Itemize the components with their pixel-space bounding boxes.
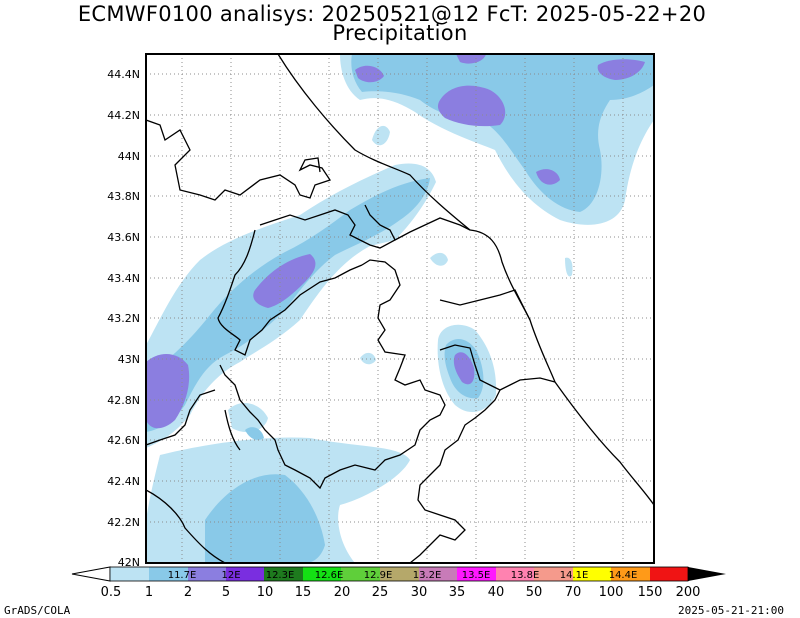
- colorbar-tick-label: 150: [638, 585, 663, 600]
- map-title: ECMWF0100 analisys: 20250521@12 FcT: 202…: [77, 2, 707, 26]
- colorbar-labels: 0.5 1 2 5 10 15 20 25 30 35 40 50 70 100…: [101, 585, 701, 600]
- coastline-borders: [146, 54, 654, 563]
- colorbar-tick-label: 10: [257, 585, 274, 600]
- colorbar-swatch: [573, 567, 611, 581]
- colorbar-swatch: [650, 567, 688, 581]
- colorbar-tick-label: 50: [526, 585, 543, 600]
- colorbar-tick-label: 30: [411, 585, 428, 600]
- precipitation-colorbar: 11.7E 12E 12.3E 12.6E 12.9E 13.2E 13.5E …: [71, 566, 726, 600]
- colorbar-swatch: [149, 567, 188, 581]
- lat-tick-label: 43.4N: [107, 272, 140, 285]
- lat-tick-label: 42N: [118, 556, 140, 569]
- footer-timestamp: 2025-05-21-21:00: [678, 604, 784, 617]
- latitude-axis: 44.4N 44.2N 44N 43.8N 43.6N 43.4N 43.2N …: [107, 68, 140, 569]
- colorbar-swatch: [534, 567, 573, 581]
- lon-tick-label: 12.3E: [266, 570, 295, 581]
- lon-tick-label: 12.9E: [364, 570, 393, 581]
- map-frame: [145, 53, 655, 564]
- lat-tick-label: 42.2N: [107, 516, 140, 529]
- colorbar-tick-label: 200: [676, 585, 701, 600]
- colorbar-tick-label: 25: [372, 585, 389, 600]
- lat-tick-label: 44.2N: [107, 109, 140, 122]
- colorbar-high-arrow: [688, 567, 726, 581]
- lon-tick-label: 14.4E: [609, 570, 638, 581]
- colorbar-tick-label: 2: [184, 585, 192, 600]
- longitude-axis: 11.7E 12E 12.3E 12.6E 12.9E 13.2E 13.5E …: [168, 570, 638, 581]
- colorbar-swatch: [226, 567, 264, 581]
- lat-tick-label: 42.4N: [107, 475, 140, 488]
- map-subtitle: Precipitation: [332, 21, 468, 45]
- colorbar-swatch: [380, 567, 419, 581]
- colorbar-low-arrow: [71, 566, 111, 582]
- colorbar-tick-label: 100: [599, 585, 624, 600]
- colorbar-swatch: [188, 567, 226, 581]
- lat-tick-label: 44N: [118, 150, 140, 163]
- footer-credit: GrADS/COLA: [4, 604, 71, 617]
- colorbar-swatch: [341, 567, 380, 581]
- colorbar-swatch: [496, 567, 534, 581]
- colorbar-tick-label: 35: [449, 585, 466, 600]
- colorbar-swatch: [303, 567, 341, 581]
- lat-tick-label: 43.2N: [107, 312, 140, 325]
- lat-tick-label: 42.6N: [107, 434, 140, 447]
- lon-tick-label: 13.5E: [462, 570, 491, 581]
- colorbar-swatch: [457, 567, 496, 581]
- lon-tick-label: 12.6E: [315, 570, 344, 581]
- lat-tick-label: 43.6N: [107, 231, 140, 244]
- colorbar-tick-label: 15: [295, 585, 312, 600]
- colorbar-swatch: [611, 567, 650, 581]
- colorbar-tick-label: 0.5: [101, 585, 122, 600]
- colorbar-tick-label: 40: [488, 585, 505, 600]
- colorbar-tick-label: 5: [222, 585, 230, 600]
- lat-tick-label: 43N: [118, 353, 140, 366]
- colorbar-tick-label: 20: [334, 585, 351, 600]
- colorbar-swatch: [110, 567, 149, 581]
- lon-tick-label: 13.2E: [413, 570, 442, 581]
- lon-tick-label: 14.1E: [560, 570, 589, 581]
- colorbar-tick-label: 1: [145, 585, 153, 600]
- colorbar-swatch: [264, 567, 303, 581]
- colorbar-swatch: [419, 567, 457, 581]
- lon-tick-label: 11.7E: [168, 570, 197, 581]
- lat-tick-label: 42.8N: [107, 394, 140, 407]
- precipitation-field: [146, 54, 654, 563]
- lon-tick-label: 12E: [221, 570, 240, 581]
- lon-tick-label: 13.8E: [511, 570, 540, 581]
- lat-tick-label: 44.4N: [107, 68, 140, 81]
- lat-tick-label: 43.8N: [107, 190, 140, 203]
- lat-lon-grid: [146, 54, 654, 563]
- colorbar-tick-label: 70: [565, 585, 582, 600]
